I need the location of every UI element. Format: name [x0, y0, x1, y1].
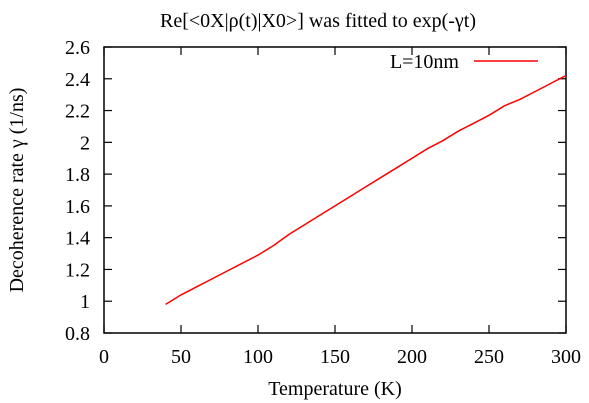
x-axis-tick-labels: 0 50 100 150 200 250 300 — [99, 346, 581, 368]
x-axis-ticks — [103, 47, 567, 333]
y-tick-label: 2.6 — [65, 37, 90, 59]
series-layer — [165, 74, 567, 306]
x-tick-label: 50 — [171, 346, 191, 368]
legend-label: L=10nm — [390, 51, 459, 73]
y-tick-label: 2.2 — [65, 101, 90, 123]
legend: L=10nm — [390, 51, 538, 73]
chart-title: Re[<0X|ρ(t)|X0>] was fitted to exp(-γt) — [160, 10, 476, 32]
y-tick-label: 1.4 — [65, 228, 90, 250]
x-tick-label: 300 — [551, 346, 581, 368]
x-tick-label: 0 — [99, 346, 109, 368]
y-tick-label: 2.4 — [65, 69, 90, 91]
y-tick-label: 0.8 — [65, 323, 90, 345]
y-axis-tick-labels: 0.8 1 1.2 1.4 1.6 1.8 2 2.2 2.4 2.6 — [65, 37, 90, 345]
y-tick-label: 1.6 — [65, 196, 90, 218]
series-line — [165, 74, 567, 306]
y-axis-ticks — [104, 46, 566, 334]
x-tick-label: 200 — [397, 346, 427, 368]
x-axis-title: Temperature (K) — [268, 378, 402, 400]
plot-frame — [103, 46, 567, 334]
x-tick-label: 100 — [243, 346, 273, 368]
y-tick-label: 2 — [80, 132, 90, 154]
x-tick-label: 150 — [320, 346, 350, 368]
y-tick-label: 1.2 — [65, 259, 90, 281]
y-tick-label: 1.8 — [65, 164, 90, 186]
y-tick-label: 1 — [80, 291, 90, 313]
y-axis-title: Decoherence rate γ (1/ns) — [6, 88, 28, 293]
x-tick-label: 250 — [474, 346, 504, 368]
